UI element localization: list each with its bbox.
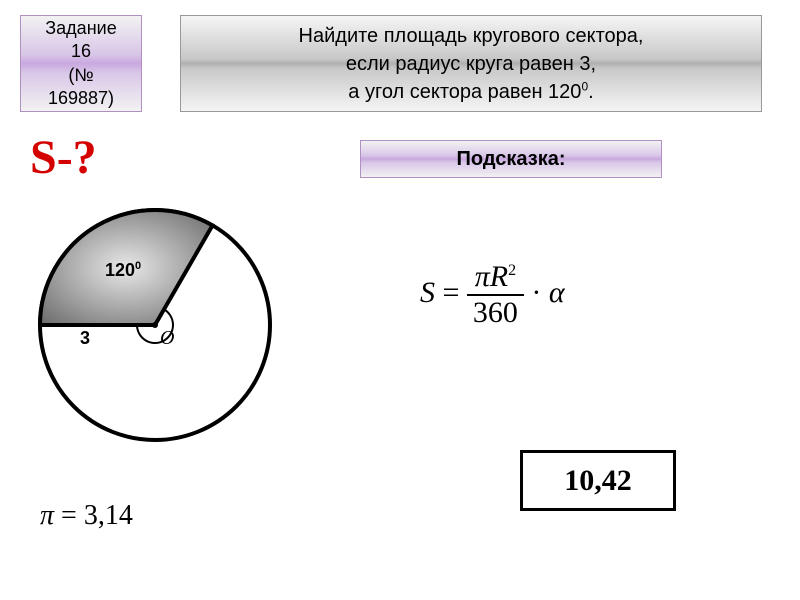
- question-line1: Найдите площадь кругового сектора,: [299, 25, 644, 47]
- pi-value: 3,14: [84, 500, 133, 531]
- radius-label: 3: [80, 328, 90, 349]
- s-query-label: S-?: [30, 130, 97, 185]
- diagram-svg: [25, 195, 285, 455]
- formula-denominator: 360: [467, 296, 524, 330]
- formula-numerator: πR2: [467, 260, 524, 296]
- circle-sector-diagram: 1200 3 O: [25, 195, 285, 455]
- hint-label: Подсказка:: [457, 148, 566, 171]
- hint-box: Подсказка:: [360, 140, 662, 178]
- answer-box: 10,42: [520, 450, 676, 511]
- task-line1: Задание: [45, 18, 116, 38]
- formula-pi: π: [475, 260, 490, 293]
- angle-value: 120: [105, 260, 135, 280]
- center-point: [152, 322, 158, 328]
- pi-constant: π = 3,14: [40, 500, 133, 532]
- task-line3: (№: [68, 65, 93, 85]
- question-text: Найдите площадь кругового сектора, если …: [299, 22, 644, 106]
- center-label: O: [160, 327, 174, 350]
- pi-symbol: π: [40, 500, 54, 531]
- formula-R: R: [490, 260, 508, 293]
- task-line2: 16: [71, 41, 91, 61]
- formula-lhs: S: [420, 276, 435, 309]
- task-line4: 169887): [48, 88, 114, 108]
- formula-fraction: πR2 360: [467, 260, 524, 330]
- angle-label: 1200: [105, 260, 141, 281]
- formula-dot: ·: [531, 276, 549, 309]
- question-line3-prefix: а угол сектора равен 120: [348, 81, 581, 103]
- question-box: Найдите площадь кругового сектора, если …: [180, 15, 762, 112]
- pi-equals: =: [54, 500, 84, 531]
- sector-area-formula: S = πR2 360 · α: [420, 260, 565, 330]
- formula-exp: 2: [508, 262, 516, 279]
- formula-equals: =: [443, 276, 467, 309]
- task-label: Задание 16 (№ 169887): [45, 17, 116, 111]
- angle-degree: 0: [135, 260, 141, 272]
- task-box: Задание 16 (№ 169887): [20, 15, 142, 112]
- question-line2: если радиус круга равен 3,: [346, 53, 596, 75]
- answer-value: 10,42: [564, 464, 632, 498]
- question-line3-suffix: .: [588, 81, 594, 103]
- formula-alpha: α: [549, 276, 565, 309]
